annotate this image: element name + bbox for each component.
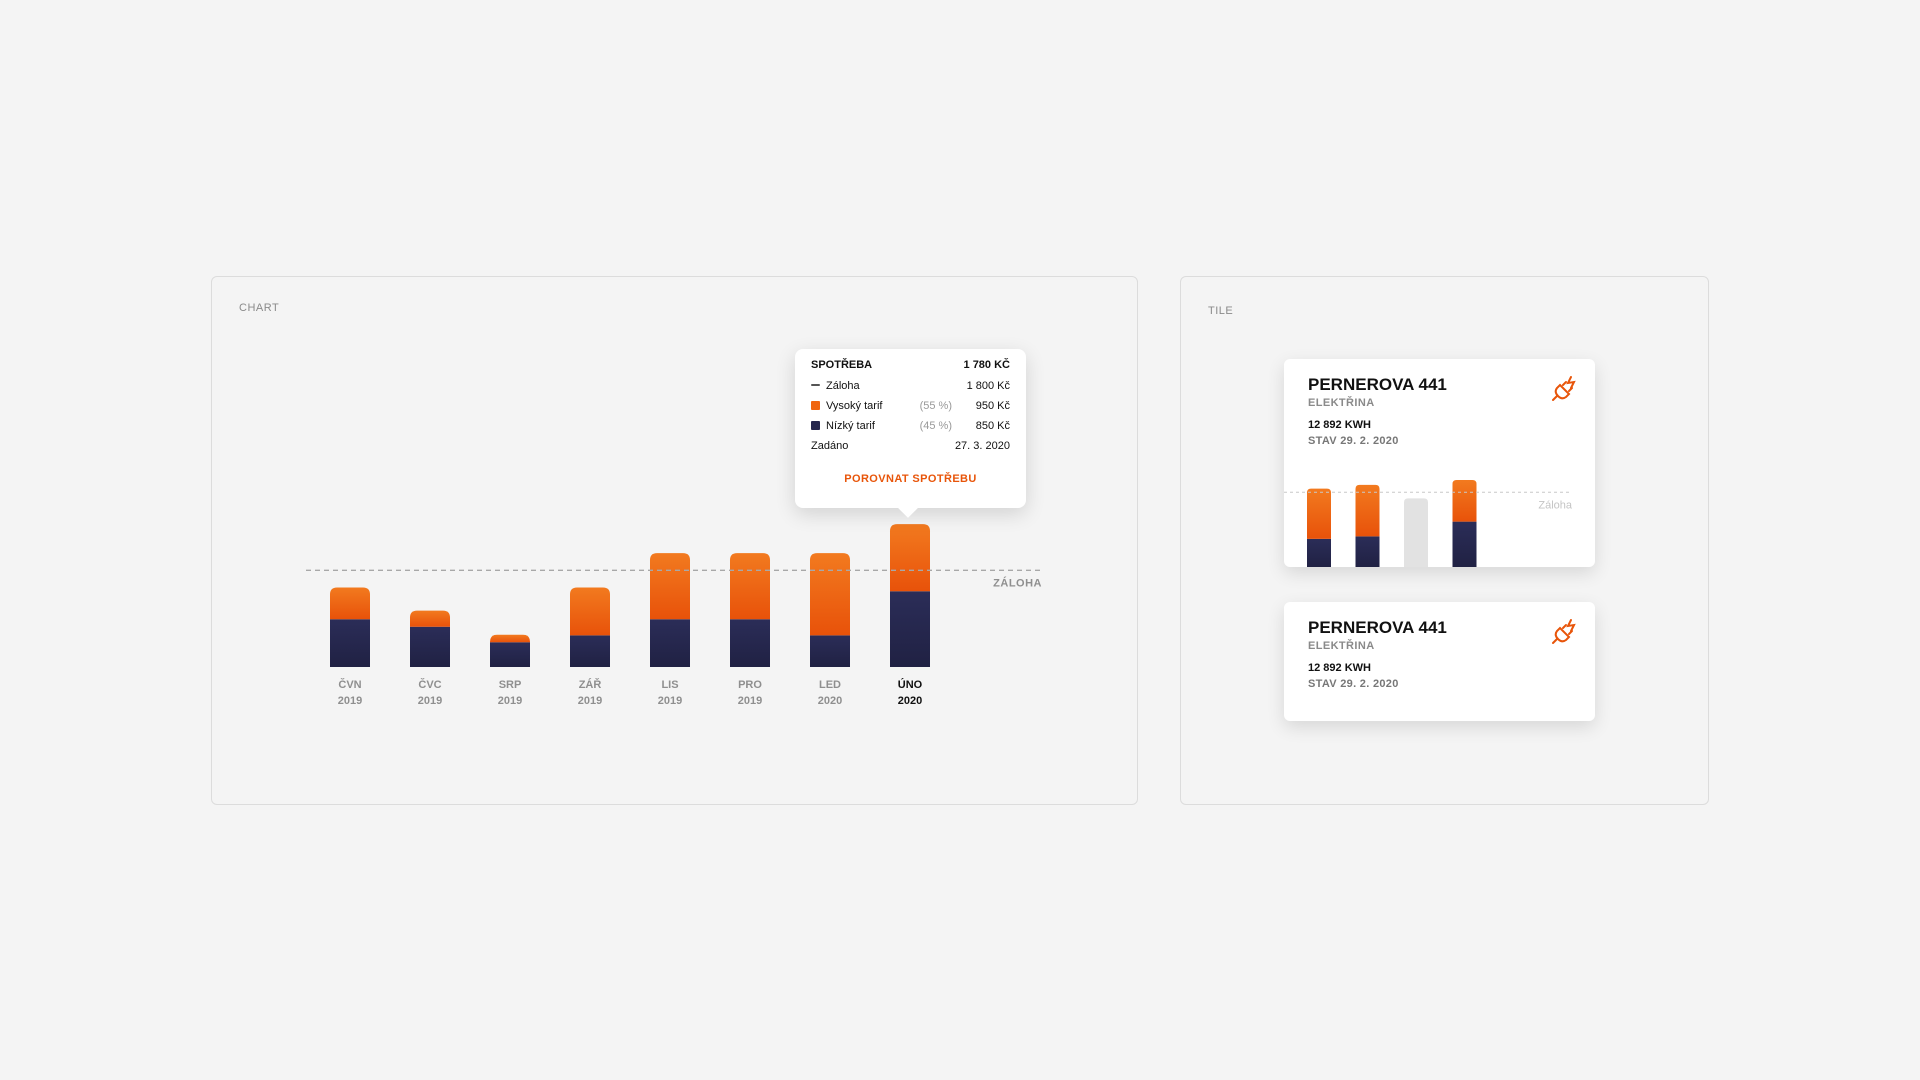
bar-segment <box>330 587 370 620</box>
tooltip-header: SPOTŘEBA 1 780 KČ <box>811 359 1010 375</box>
x-tick-label: 2019 <box>578 695 602 707</box>
bar-segment <box>570 635 610 667</box>
x-tick-label: SRP <box>499 679 522 691</box>
bar-segment <box>650 619 690 667</box>
plug-icon <box>1552 619 1576 644</box>
tooltip-title: SPOTŘEBA <box>811 359 873 371</box>
bar-segment <box>490 642 530 667</box>
tile-panel: TILE <box>1180 276 1709 805</box>
bar-segment <box>410 626 450 667</box>
ref-swatch <box>811 384 820 386</box>
tooltip-value: 950 Kč <box>975 400 1010 412</box>
bar-segment <box>490 634 530 643</box>
tile-amount: 12 892 KWH <box>1308 662 1371 674</box>
reference-label: Záloha <box>1538 499 1573 511</box>
tooltip-value: 27. 3. 2020 <box>954 440 1010 452</box>
mini-bar-segment <box>1355 484 1380 537</box>
x-tick-label: ZÁŘ <box>579 678 602 691</box>
mini-bar-segment <box>1355 536 1380 567</box>
tooltip-value: 850 Kč <box>975 420 1010 432</box>
panel-label: CHART <box>239 302 280 314</box>
x-tick-label: 2019 <box>658 695 682 707</box>
x-tick-label: 2019 <box>738 695 762 707</box>
x-tick-label: 2019 <box>418 695 442 707</box>
tooltip-label: Vysoký tarif <box>811 400 882 412</box>
mini-bar-segment <box>1452 521 1477 567</box>
legend-swatch <box>811 401 820 410</box>
tooltip: SPOTŘEBA 1 780 KČ Záloha 1 800 Kč Vysoký… <box>795 349 1026 508</box>
tooltip-value: 1 800 Kč <box>966 380 1010 392</box>
tooltip-label: Zadáno <box>811 440 849 452</box>
tile-subtitle: ELEKTŘINA <box>1308 640 1375 652</box>
tooltip-row: Záloha 1 800 Kč <box>811 380 1010 396</box>
legend-swatch <box>811 421 820 430</box>
bar-segment <box>890 524 930 592</box>
tile-date: STAV 29. 2. 2020 <box>1308 678 1399 690</box>
tooltip-total: 1 780 KČ <box>963 359 1010 371</box>
mini-chart: Záloha <box>1284 480 1573 567</box>
x-tick-label: PRO <box>738 679 762 691</box>
tooltip-row: Vysoký tarif (55 %) 950 Kč <box>811 400 1010 416</box>
bar-segment <box>890 591 930 667</box>
x-tick-label: 2019 <box>498 695 522 707</box>
x-tick-label: LED <box>819 679 841 691</box>
x-tick-label: 2019 <box>338 695 362 707</box>
tooltip-row: Nízký tarif (45 %) 850 Kč <box>811 420 1010 436</box>
tile-title: PERNEROVA 441 <box>1308 618 1447 637</box>
tooltip-label: Nízký tarif <box>811 420 875 432</box>
x-tick-label: 2020 <box>818 695 842 707</box>
tile-date: STAV 29. 2. 2020 <box>1308 435 1399 447</box>
x-tick-label: ÚNO <box>898 678 923 691</box>
compare-link[interactable]: POROVNAT SPOTŘEBU <box>844 473 977 485</box>
tile-subtitle: ELEKTŘINA <box>1308 397 1375 409</box>
plug-icon <box>1552 376 1576 401</box>
mini-bar-segment <box>1307 488 1331 539</box>
reference-label: ZÁLOHA <box>993 576 1042 589</box>
bar-segment <box>330 619 370 667</box>
tile-amount: 12 892 KWH <box>1308 419 1371 431</box>
bar-segment <box>410 610 450 627</box>
tooltip-share: (45 %) <box>919 420 952 432</box>
tooltip-label: Záloha <box>811 380 860 392</box>
tile-title: PERNEROVA 441 <box>1308 375 1447 394</box>
legend-entry: Vysoký tarif <box>826 400 883 412</box>
x-tick-label: ČVC <box>418 678 441 691</box>
legend-entry: Nízký tarif <box>826 420 875 432</box>
bar-segment <box>810 635 850 667</box>
bar-segment <box>810 553 850 636</box>
mini-bar-segment <box>1404 498 1428 567</box>
bar-segment <box>730 553 770 620</box>
tooltip-row: Zadáno 27. 3. 2020 <box>811 440 1010 456</box>
x-tick-label: 2020 <box>898 695 922 707</box>
bar-segment <box>650 553 690 620</box>
label-text: Záloha <box>826 380 860 392</box>
bar-segment <box>730 619 770 667</box>
mini-bar-segment <box>1307 538 1331 567</box>
tile[interactable]: PERNEROVA 441 ELEKTŘINA 12 892 KWH STAV … <box>1284 359 1595 567</box>
mini-bar-segment <box>1452 480 1477 522</box>
x-tick-label: ČVN <box>338 678 361 691</box>
x-tick-label: LIS <box>661 679 678 691</box>
tooltip-share: (55 %) <box>919 400 952 412</box>
bar-segment <box>570 587 610 636</box>
chart-panel: CHART <box>211 276 1138 805</box>
panel-label: TILE <box>1208 305 1234 317</box>
tile[interactable]: PERNEROVA 441 ELEKTŘINA 12 892 KWH STAV … <box>1284 602 1595 721</box>
